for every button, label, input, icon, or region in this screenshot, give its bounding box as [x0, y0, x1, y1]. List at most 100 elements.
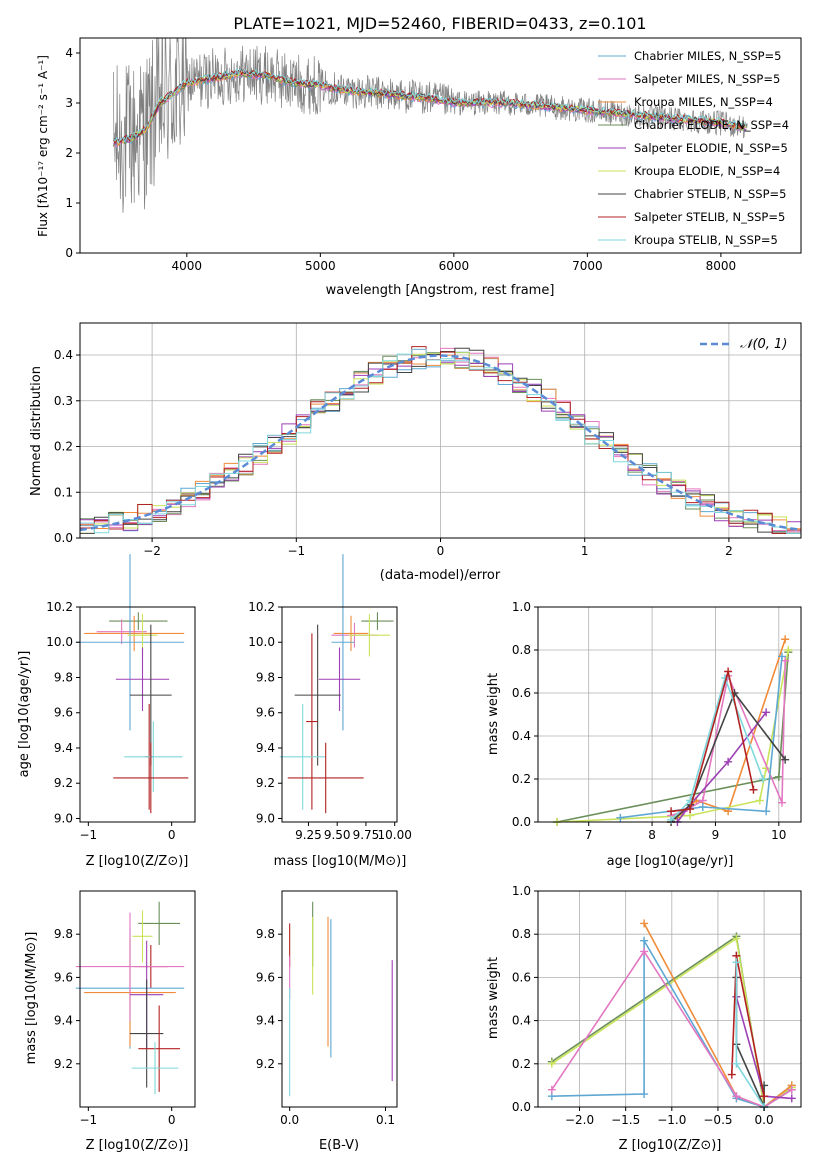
weight-marker	[686, 805, 695, 814]
y-tick-label: 0.3	[54, 394, 73, 408]
y-tick-label: 9.4	[54, 741, 73, 755]
weight-marker	[760, 1092, 769, 1101]
x-tick-label: 9	[712, 828, 720, 842]
x-tick-label: 0	[437, 544, 445, 558]
weight-marker	[640, 919, 649, 928]
spectrum-xlabel: wavelength [Angstrom, rest frame]	[326, 283, 555, 298]
p5-xlabel: age [log10(age/yr)]	[607, 854, 734, 869]
x-tick-label: −1.5	[611, 1113, 640, 1127]
weight-marker	[787, 1094, 796, 1103]
mass-weight-vs-age-panel: 7 8 9 10 0.0 0.2 0.4 0.6 0.8 1.0	[512, 600, 802, 842]
x-tick-label: 9.75	[353, 828, 380, 842]
weight-marker	[732, 1092, 741, 1101]
p8-xlabel: Z [log10(Z/Z⊙)]	[619, 1138, 722, 1153]
weight-marker	[667, 807, 676, 816]
y-tick-label: 9.2	[256, 1057, 275, 1071]
y-tick-label: 9.2	[256, 776, 275, 790]
axes-frame	[79, 606, 196, 823]
weight-marker	[758, 775, 767, 783]
x-tick-label: 6000	[439, 259, 470, 273]
x-tick-label: 7	[585, 828, 593, 842]
x-tick-label: 0	[168, 1113, 176, 1127]
legend-label-2: Kroupa MILES, N_SSP=4	[634, 95, 773, 109]
legend-label-6: Chabrier STELIB, N_SSP=5	[634, 187, 786, 201]
y-tick-label: 10.2	[248, 600, 275, 614]
y-tick-label: 9.4	[256, 1014, 275, 1028]
y-tick-label: 9.8	[54, 670, 73, 684]
legend-label-8: Kroupa STELIB, N_SSP=5	[634, 233, 778, 247]
y-tick-label: 10.2	[46, 600, 73, 614]
weight-line	[670, 691, 786, 823]
weight-marker	[724, 667, 733, 676]
legend-label-7: Salpeter STELIB, N_SSP=5	[634, 210, 785, 224]
y-tick-label: 3	[65, 96, 73, 110]
x-tick-label: −0.5	[703, 1113, 732, 1127]
x-tick-label: 7000	[572, 259, 603, 273]
y-tick-label: 0.0	[54, 531, 73, 545]
histogram-step-7	[80, 346, 801, 534]
weight-marker	[730, 689, 739, 697]
p6-xlabel: Z [log10(Z/Z⊙)]	[86, 1138, 189, 1153]
legend-label-4: Salpeter ELODIE, N_SSP=5	[634, 141, 788, 155]
weight-marker	[727, 1070, 736, 1079]
residual-histogram-panel: −2 −1 0 1 2 0.0 0.1 0.2 0.3 0.4 (data-model)/erro…	[29, 322, 802, 583]
spectrum-legend: Chabrier MILES, N_SSP=5 Salpeter MILES, N…	[598, 49, 789, 247]
weight-marker	[640, 1090, 649, 1099]
x-tick-label: 1	[581, 544, 589, 558]
legend-label-1: Salpeter MILES, N_SSP=5	[634, 72, 780, 86]
y-tick-label: 0.0	[512, 815, 531, 829]
x-tick-label: 10.00	[378, 828, 412, 842]
y-tick-label: 4	[65, 46, 73, 60]
weight-marker	[640, 936, 649, 945]
x-tick-label: −2.0	[565, 1113, 594, 1127]
weight-marker	[749, 785, 758, 794]
x-tick-label: 0.0	[755, 1113, 774, 1127]
x-tick-label: 2	[725, 544, 733, 558]
weight-marker	[732, 958, 741, 967]
normal-legend-label: 𝒩(0, 1)	[740, 337, 787, 352]
y-tick-label: 9.8	[54, 927, 73, 941]
y-tick-label: 9.0	[54, 811, 73, 825]
x-tick-label: −1	[79, 1113, 97, 1127]
y-tick-label: 9.6	[256, 706, 275, 720]
x-tick-label: 5000	[305, 259, 336, 273]
p3-ylabel: age [log10(age/yr)]	[17, 651, 32, 778]
weight-marker	[616, 813, 625, 822]
weight-marker	[781, 635, 790, 644]
y-tick-label: 10.0	[248, 635, 275, 649]
p7-xlabel: E(B-V)	[319, 1138, 359, 1153]
residual-xlabel: (data-model)/error	[380, 568, 501, 583]
weight-marker	[640, 947, 649, 956]
axes-frame	[537, 606, 802, 823]
axes-frame	[79, 890, 196, 1108]
weight-marker	[781, 656, 790, 665]
model-line-7	[112, 67, 747, 145]
y-tick-label: 9.4	[54, 1014, 73, 1028]
x-tick-label: 10	[771, 828, 786, 842]
normal-curve	[79, 354, 802, 532]
x-tick-label: 8	[648, 828, 656, 842]
weight-marker	[724, 757, 733, 766]
p6-ylabel: mass [log10(M/M⊙)]	[24, 932, 39, 1065]
weight-marker	[762, 708, 771, 717]
y-tick-label: 0.4	[512, 729, 531, 743]
weight-marker	[762, 807, 771, 816]
x-tick-label: −1	[287, 544, 305, 558]
y-tick-label: 9.2	[54, 1057, 73, 1071]
y-tick-label: 0.2	[512, 1057, 531, 1071]
x-tick-label: 8000	[706, 259, 737, 273]
spectrum-panel: 4000 5000 6000 7000 8000 0 1 2 3 4 PLATE=1021, MJ…	[36, 14, 802, 298]
y-tick-label: 1	[65, 196, 73, 210]
y-tick-label: 0.2	[512, 772, 531, 786]
y-tick-label: 9.6	[256, 970, 275, 984]
weight-marker	[777, 798, 786, 807]
x-tick-label: 0	[168, 828, 176, 842]
y-tick-label: 9.2	[54, 776, 73, 790]
weight-line	[671, 671, 755, 813]
age-vs-metallicity-panel: −1 0 9.0 9.2 9.4 9.6 9.8 10.0 10.2	[46, 554, 196, 842]
axes-frame	[537, 890, 802, 1108]
y-tick-label: 9.8	[256, 927, 275, 941]
legend-label-3: Chabrier ELODIE, N_SSP=4	[634, 118, 789, 132]
x-tick-label: 4000	[172, 259, 203, 273]
